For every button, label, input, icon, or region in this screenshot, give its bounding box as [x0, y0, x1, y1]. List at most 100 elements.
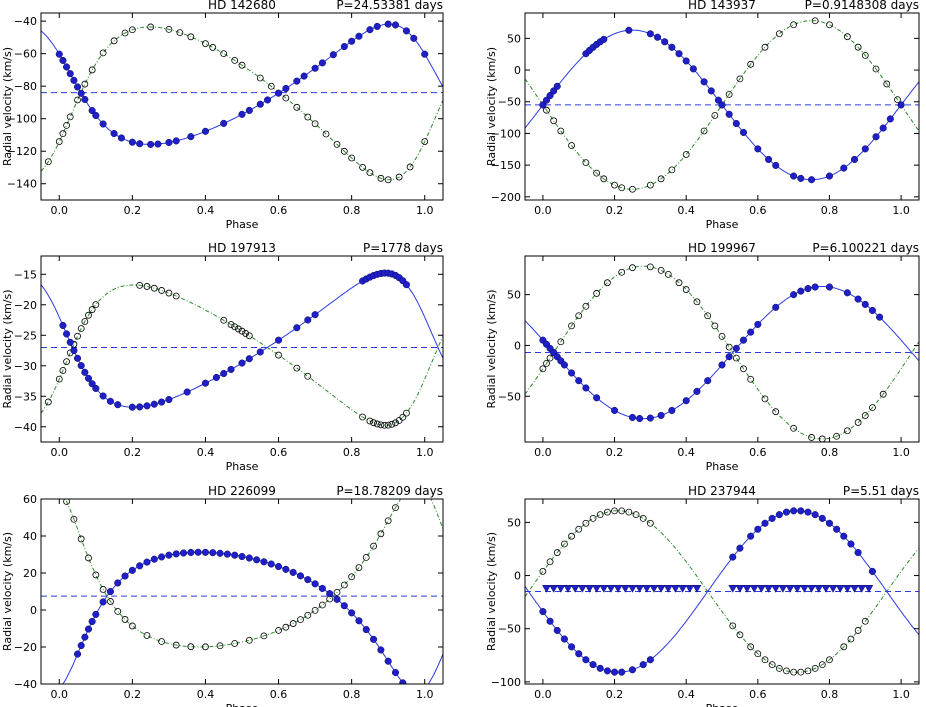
x-tick-label: 0.2 — [124, 204, 142, 217]
secondary-data-point — [561, 540, 568, 548]
y-tick-label: −20 — [14, 299, 37, 312]
secondary-data-point — [231, 640, 239, 647]
secondary-data-point — [333, 141, 341, 148]
secondary-data-point — [92, 571, 100, 579]
third-body-data-point — [842, 585, 852, 593]
secondary-data-point — [618, 184, 626, 192]
period-label: P=18.78209 days — [336, 484, 443, 498]
x-tick-label: 0.0 — [534, 204, 552, 217]
secondary-data-point — [550, 117, 558, 125]
chart-panel-2: 0.0 0.2 0.4 0.6 0.8 1.0 50 0 −50 −100 −150 −200 Phas… — [485, 0, 920, 231]
primary-data-point — [274, 89, 283, 97]
primary-data-point — [158, 398, 166, 406]
primary-data-point — [165, 551, 173, 559]
third-body-data-point — [728, 585, 738, 593]
primary-data-point — [833, 525, 841, 533]
secondary-data-point — [187, 643, 195, 651]
secondary-orbit-curve — [525, 265, 919, 440]
x-tick-label: 0.2 — [606, 688, 624, 701]
secondary-data-point — [267, 82, 275, 90]
primary-data-point — [539, 101, 547, 109]
secondary-data-point — [293, 103, 301, 111]
secondary-data-point — [406, 163, 414, 171]
secondary-data-point — [158, 287, 166, 294]
primary-data-point — [840, 164, 848, 172]
secondary-data-point — [553, 549, 561, 556]
secondary-data-point — [392, 419, 399, 427]
secondary-data-point — [725, 90, 733, 98]
primary-data-point — [238, 552, 246, 561]
secondary-data-point — [811, 17, 819, 25]
secondary-data-point — [618, 268, 626, 276]
primary-data-point — [797, 507, 805, 515]
primary-data-point — [399, 679, 407, 684]
third-body-data-point — [620, 585, 630, 593]
secondary-data-point — [568, 142, 575, 149]
secondary-data-point — [77, 535, 85, 543]
primary-data-point — [99, 392, 107, 400]
primary-data-point — [546, 617, 554, 625]
third-body-data-point — [656, 585, 666, 593]
secondary-data-point — [632, 511, 640, 519]
primary-data-point — [253, 556, 261, 564]
primary-data-point — [657, 411, 665, 419]
secondary-data-point — [646, 181, 654, 189]
primary-data-point — [775, 511, 783, 519]
primary-data-point — [818, 514, 826, 522]
secondary-data-point — [557, 338, 565, 346]
chart-panel-3: 0.0 0.2 0.4 0.6 0.8 1.0 −15 −20 −25 −30 −35 −40 Phas… — [1, 241, 444, 473]
secondary-data-point — [366, 169, 374, 177]
primary-data-point — [59, 321, 67, 330]
secondary-data-point — [147, 23, 155, 31]
third-body-data-point — [850, 585, 859, 593]
primary-data-point — [761, 519, 769, 527]
primary-data-point — [329, 51, 337, 59]
secondary-data-point — [725, 343, 733, 351]
primary-data-point — [293, 77, 301, 85]
y-tick-label: −120 — [7, 145, 37, 158]
primary-data-point — [201, 379, 210, 387]
secondary-data-point — [761, 656, 769, 664]
secondary-data-point — [209, 44, 217, 51]
secondary-data-point — [775, 30, 783, 38]
secondary-data-point — [761, 43, 769, 51]
primary-orbit-curve — [62, 551, 443, 684]
y-tick-label: 50 — [507, 516, 521, 529]
x-axis-label: Phase — [226, 218, 259, 231]
secondary-data-point — [603, 279, 611, 287]
third-body-data-point — [864, 585, 874, 593]
secondary-data-point — [772, 408, 780, 416]
secondary-data-point — [143, 283, 151, 290]
secondary-data-point — [289, 620, 297, 627]
primary-data-point — [790, 507, 798, 515]
y-axis-label: Radial velocity (km/s) — [1, 532, 14, 651]
period-label: P=1778 days — [363, 241, 443, 255]
plot-frame — [524, 255, 920, 443]
third-body-data-point — [685, 585, 695, 593]
secondary-data-point — [202, 40, 209, 47]
x-tick-label: 0.6 — [749, 204, 767, 217]
primary-data-point — [732, 119, 740, 128]
y-tick-label: 50 — [507, 32, 521, 45]
primary-data-point — [765, 155, 773, 163]
primary-data-point — [589, 661, 597, 669]
secondary-data-point — [165, 289, 173, 297]
y-tick-label: −40 — [14, 421, 37, 434]
secondary-data-point — [234, 325, 242, 333]
secondary-data-point — [861, 617, 869, 625]
third-body-data-point — [635, 585, 645, 593]
x-tick-label: 0.4 — [677, 204, 695, 217]
third-body-data-point — [671, 585, 680, 593]
primary-data-point — [150, 555, 158, 563]
primary-data-point — [582, 384, 590, 392]
x-tick-label: 1.0 — [892, 688, 910, 701]
primary-data-point — [636, 414, 644, 423]
primary-data-point — [772, 303, 780, 311]
third-body-data-point — [764, 585, 773, 593]
primary-data-point — [136, 562, 144, 570]
third-body-data-point — [742, 585, 752, 593]
primary-data-point — [539, 608, 547, 616]
primary-data-point — [260, 558, 268, 566]
primary-data-point — [825, 283, 834, 291]
primary-data-point — [84, 374, 93, 382]
